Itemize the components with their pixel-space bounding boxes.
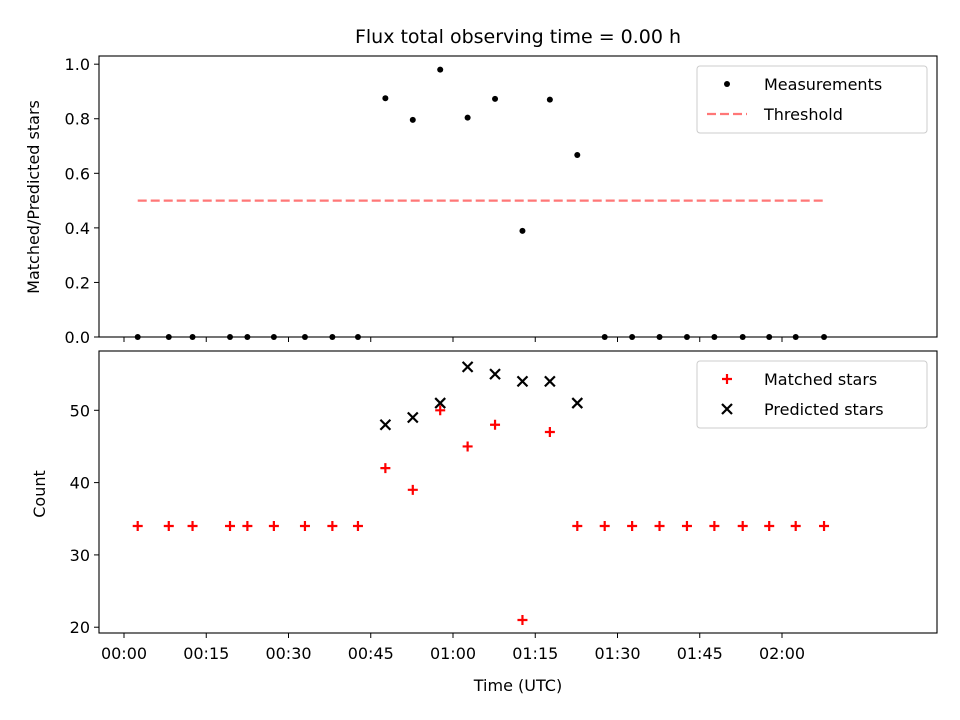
predicted-stars-point [489,368,501,380]
y-tick-label: 0.4 [65,219,90,238]
bottom-y-axis-label: Count [30,470,49,518]
x-tick-label: 00:00 [101,644,147,663]
matched-stars-point [380,463,391,474]
measurement-point [574,152,581,159]
measurement-point [189,334,196,340]
legend-label: Matched stars [764,370,877,389]
measurement-point [382,95,389,102]
legend-box [696,360,928,429]
plot-frame [98,55,938,338]
x-tick-label: 00:30 [265,644,311,663]
x-tick-label: 00:15 [183,644,229,663]
matched-stars-point [407,484,418,495]
y-tick-label: 50 [70,401,90,420]
measurement-point [227,334,234,340]
legend-box [696,65,928,134]
predicted-stars-point [544,375,556,388]
matched-stars-point [435,405,446,416]
matched-stars-point [327,520,338,531]
measurement-point [656,334,663,340]
y-tick-label: 30 [70,546,90,565]
measurement-point [683,334,690,340]
matched-stars-point [627,520,638,531]
legend-label: Measurements [764,75,882,94]
measurement-point [301,334,308,340]
measurement-point [244,334,251,340]
matched-stars-point [299,520,310,531]
measurement-point [739,334,746,340]
chart-title: Flux total observing time = 0.00 h [355,26,681,48]
measurement-point [519,227,526,234]
x-tick-label: 01:45 [677,644,723,663]
measurement-point [601,334,608,340]
legend-predicted-swatch [721,403,733,415]
predicted-stars-point [407,411,419,424]
y-tick-label: 0.2 [65,273,90,292]
legend-measurement-swatch [724,81,730,87]
predicted-stars-point [379,418,392,431]
matched-stars-point [790,520,801,531]
bottom-panel: 20 30 40 50 00:00 00:15 00:30 00:45 01:00 01:15 01… [70,350,938,663]
matched-stars-point [681,520,692,531]
x-tick-label: 01:00 [430,644,476,663]
x-axis-label: Time (UTC) [473,676,562,695]
matched-stars-point [490,419,501,430]
predicted-stars-point [434,397,446,409]
measurement-point [354,334,361,340]
x-tick-label: 01:30 [594,644,640,663]
measurement-point [766,334,773,340]
measurement-point [629,334,636,340]
matched-stars-point [572,520,583,531]
y-tick-label: 0.8 [65,110,90,129]
matched-stars-point [132,520,143,531]
measurement-point [409,116,416,123]
plot-frame [98,350,938,634]
matched-stars-point [517,614,528,625]
measurement-point [792,334,799,340]
x-tick-label: 02:00 [759,644,805,663]
matched-stars-point [352,520,363,531]
x-tick-label: 01:15 [512,644,558,663]
y-tick-label: 0.0 [65,328,90,347]
matched-stars-point [599,520,610,531]
legend-matched-swatch [722,374,732,384]
y-tick-label: 1.0 [65,55,90,74]
y-tick-label: 20 [70,618,90,637]
measurement-point [821,334,828,340]
measurement-point [134,334,141,340]
x-tick-label: 00:45 [348,644,394,663]
y-tick-label: 40 [70,474,90,493]
measurement-point [165,334,172,340]
y-tick-label: 0.6 [65,164,90,183]
matched-stars-point [764,520,775,531]
predicted-stars-point [571,397,584,409]
measurement-point [464,114,471,121]
matched-stars-point [709,520,720,531]
matched-stars-point [187,520,198,531]
predicted-stars-point [461,361,474,373]
matched-stars-point [544,426,555,437]
legend-label: Threshold [763,105,843,124]
measurement-point [546,96,553,103]
matched-stars-point [819,520,830,531]
matched-stars-point [225,520,236,531]
measurement-point [437,66,444,73]
matched-stars-point [242,520,253,531]
matched-stars-point [654,520,665,531]
measurement-point [270,334,277,340]
legend-label: Predicted stars [764,400,884,419]
measurement-point [711,334,718,340]
matched-stars-point [737,520,748,531]
matched-stars-point [268,520,279,531]
matched-stars-point [163,520,174,531]
predicted-stars-point [516,375,529,388]
matched-stars-point [462,441,473,452]
measurement-point [492,95,499,102]
top-y-axis-label: Matched/Predicted stars [24,100,43,294]
top-panel: 0.0 0.2 0.4 0.6 0.8 1.0 Measurements Threshold [65,55,938,347]
measurement-point [329,334,336,340]
